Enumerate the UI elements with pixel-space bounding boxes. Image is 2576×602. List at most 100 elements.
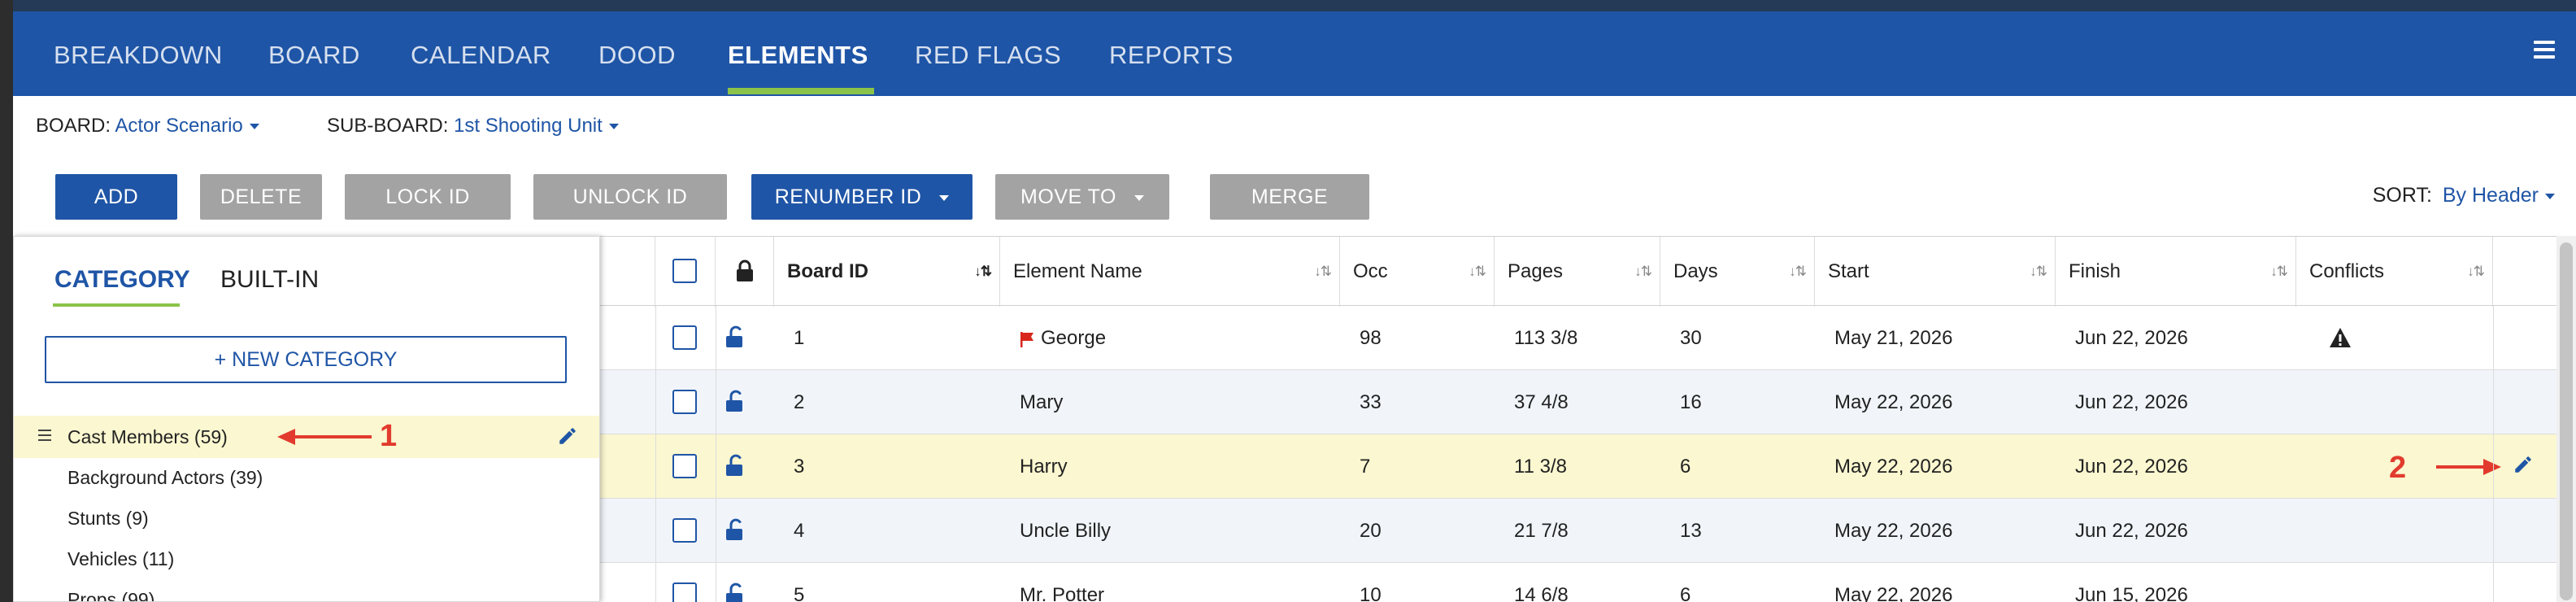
cell-occ: 98 <box>1360 327 1382 349</box>
sort-icon[interactable]: ↓⇅ <box>1634 264 1652 279</box>
header-start[interactable]: Start ↓⇅ <box>1815 237 2056 307</box>
tab-breakdown[interactable]: BREAKDOWN <box>54 41 223 69</box>
header-pages-label: Pages <box>1508 260 1564 282</box>
vertical-scrollbar[interactable] <box>2556 236 2576 602</box>
unlocked-icon[interactable] <box>725 325 746 348</box>
annotation-arrow-2 <box>2436 459 2501 475</box>
sort-icon[interactable]: ↓⇅ <box>2467 264 2485 279</box>
hamburger-menu-icon[interactable] <box>2534 41 2555 59</box>
chevron-down-icon <box>608 124 619 130</box>
tab-elements[interactable]: ELEMENTS <box>728 41 868 69</box>
table-row[interactable]: 1 George 98 113 3/8 30 May 21, 2026 Jun … <box>600 306 2556 370</box>
lock-id-button[interactable]: LOCK ID <box>345 174 511 220</box>
table-row[interactable]: 5 Mr. Potter 10 14 6/8 6 May 22, 2026 Ju… <box>600 563 2556 602</box>
sort-value[interactable]: By Header <box>2442 184 2539 207</box>
sort-icon[interactable]: ↓⇅ <box>974 264 992 279</box>
row-checkbox[interactable] <box>672 518 697 543</box>
cell-start: May 22, 2026 <box>1834 520 1953 542</box>
header-board-id[interactable]: Board ID ↓⇅ <box>774 237 1000 307</box>
unlocked-icon[interactable] <box>725 518 746 541</box>
sort-selector[interactable]: SORT: By Header <box>2373 184 2555 207</box>
select-all-checkbox[interactable] <box>672 259 697 283</box>
header-select-all <box>655 237 716 307</box>
cell-board-id: 1 <box>794 327 805 349</box>
cell-element-name: Uncle Billy <box>1020 520 1112 542</box>
category-item-stunts[interactable]: Stunts (9) <box>67 508 149 529</box>
board-selector[interactable]: BOARD: Actor Scenario <box>36 115 259 142</box>
tab-board[interactable]: BOARD <box>268 41 360 69</box>
row-checkbox[interactable] <box>672 582 697 602</box>
category-item-label: Cast Members (59) <box>67 426 228 447</box>
header-actions <box>2493 237 2556 307</box>
merge-button[interactable]: MERGE <box>1210 174 1369 220</box>
column-divider <box>655 306 656 602</box>
cell-board-id: 3 <box>794 456 805 478</box>
category-item-vehicles[interactable]: Vehicles (11) <box>67 548 175 569</box>
table-row[interactable]: 2 Mary 33 37 4/8 16 May 22, 2026 Jun 22,… <box>600 370 2556 434</box>
sort-icon[interactable]: ↓⇅ <box>1789 264 1807 279</box>
pencil-icon[interactable] <box>557 425 578 447</box>
unlock-id-button[interactable]: UNLOCK ID <box>533 174 727 220</box>
scrollbar-thumb[interactable] <box>2560 242 2573 600</box>
add-button[interactable]: ADD <box>55 174 177 220</box>
header-element-name[interactable]: Element Name ↓⇅ <box>1000 237 1340 307</box>
cell-days: 6 <box>1680 456 1691 478</box>
tab-dood[interactable]: DOOD <box>598 41 676 69</box>
delete-button[interactable]: DELETE <box>200 174 322 220</box>
subboard-selector[interactable]: SUB-BOARD: 1st Shooting Unit <box>327 115 619 142</box>
tab-built-in[interactable]: BUILT-IN <box>220 266 320 293</box>
cell-pages: 11 3/8 <box>1514 456 1567 478</box>
cell-start: May 22, 2026 <box>1834 456 1953 478</box>
cell-finish: Jun 22, 2026 <box>2075 520 2188 542</box>
header-pages[interactable]: Pages ↓⇅ <box>1495 237 1660 307</box>
column-divider <box>2493 306 2494 602</box>
warning-icon[interactable] <box>2329 327 2352 348</box>
category-item-background-actors[interactable]: Background Actors (39) <box>67 467 263 488</box>
header-finish[interactable]: Finish ↓⇅ <box>2056 237 2296 307</box>
header-spacer <box>600 237 655 307</box>
active-tab-indicator <box>53 303 180 307</box>
header-element-name-label: Element Name <box>1013 260 1142 282</box>
red-flag-icon <box>1020 331 1033 347</box>
subboard-value[interactable]: 1st Shooting Unit <box>454 115 603 137</box>
tab-red-flags[interactable]: RED FLAGS <box>915 41 1062 69</box>
sort-icon[interactable]: ↓⇅ <box>1314 264 1332 279</box>
cell-start: May 21, 2026 <box>1834 327 1953 349</box>
unlocked-icon[interactable] <box>725 390 746 412</box>
tab-category[interactable]: CATEGORY <box>54 266 190 293</box>
cell-pages: 37 4/8 <box>1514 391 1569 413</box>
chevron-down-icon <box>1134 194 1144 201</box>
cell-element-name: Mary <box>1020 391 1064 413</box>
header-lock <box>716 237 774 307</box>
sort-icon[interactable]: ↓⇅ <box>2270 264 2288 279</box>
cell-start: May 22, 2026 <box>1834 391 1953 413</box>
table-row[interactable]: 4 Uncle Billy 20 21 7/8 13 May 22, 2026 … <box>600 499 2556 563</box>
renumber-id-button[interactable]: RENUMBER ID <box>751 174 973 220</box>
move-to-button[interactable]: MOVE TO <box>995 174 1169 220</box>
row-checkbox[interactable] <box>672 390 697 414</box>
pencil-icon[interactable] <box>2513 454 2534 475</box>
drag-handle-icon[interactable] <box>38 430 51 441</box>
sort-icon[interactable]: ↓⇅ <box>1469 264 1486 279</box>
cell-board-id: 5 <box>794 584 805 602</box>
cell-occ: 20 <box>1360 520 1382 542</box>
row-checkbox[interactable] <box>672 325 697 350</box>
tab-reports[interactable]: REPORTS <box>1109 41 1234 69</box>
window-edge <box>0 0 13 602</box>
header-days[interactable]: Days ↓⇅ <box>1660 237 1815 307</box>
grid-header: Board ID ↓⇅ Element Name ↓⇅ Occ ↓⇅ Pages… <box>600 236 2556 307</box>
header-conflicts[interactable]: Conflicts ↓⇅ <box>2296 237 2493 307</box>
new-category-button[interactable]: + NEW CATEGORY <box>45 336 567 383</box>
category-item-props[interactable]: Props (99) <box>67 589 155 602</box>
table-row[interactable]: 3 Harry 7 11 3/8 6 May 22, 2026 Jun 22, … <box>600 434 2556 499</box>
unlocked-icon[interactable] <box>725 454 746 477</box>
sort-icon[interactable]: ↓⇅ <box>2030 264 2047 279</box>
board-label: BOARD: <box>36 115 111 137</box>
category-item-cast-members[interactable]: Cast Members (59) <box>14 416 599 458</box>
unlocked-icon[interactable] <box>725 582 746 602</box>
window-top-edge <box>13 0 2576 11</box>
tab-calendar[interactable]: CALENDAR <box>411 41 551 69</box>
row-checkbox[interactable] <box>672 454 697 478</box>
board-value[interactable]: Actor Scenario <box>115 115 243 137</box>
header-occ[interactable]: Occ ↓⇅ <box>1340 237 1495 307</box>
